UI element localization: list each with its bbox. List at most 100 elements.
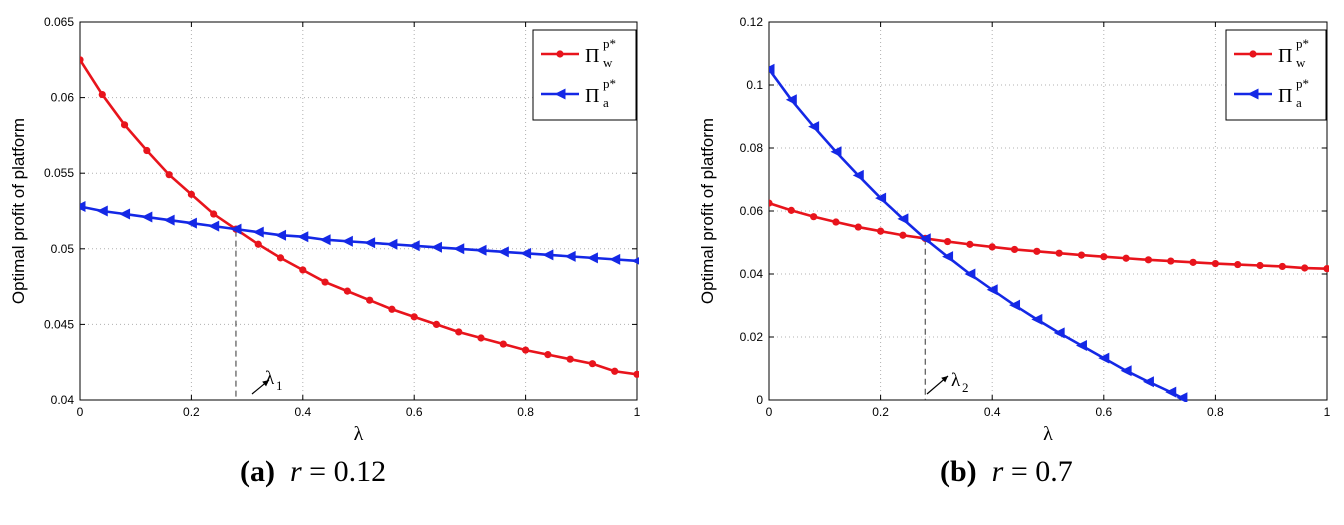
data-point-a bbox=[897, 213, 909, 225]
data-point-a bbox=[1031, 313, 1043, 325]
x-tick-label: 0.4 bbox=[294, 405, 311, 419]
data-point-w bbox=[787, 206, 795, 214]
data-point-w bbox=[343, 287, 351, 295]
data-point-w bbox=[1122, 254, 1130, 262]
series-a bbox=[80, 200, 639, 265]
x-tick-label: 0.2 bbox=[872, 405, 889, 419]
data-point-w bbox=[210, 210, 218, 218]
y-tick-label: 0.065 bbox=[44, 15, 74, 29]
data-point-w bbox=[366, 296, 374, 304]
legend-label-a: Π bbox=[1278, 85, 1292, 107]
data-point-w bbox=[477, 334, 485, 342]
y-tick-label: 0.12 bbox=[740, 15, 764, 29]
data-point-a bbox=[141, 211, 153, 223]
annotation-arrow-head bbox=[941, 376, 948, 383]
data-point-w bbox=[1211, 260, 1219, 268]
data-point-a bbox=[119, 208, 131, 220]
data-point-a bbox=[252, 226, 264, 238]
data-point-a bbox=[564, 250, 576, 262]
data-point-a bbox=[297, 231, 309, 243]
data-point-w bbox=[254, 240, 262, 248]
data-point-a bbox=[364, 237, 376, 249]
data-point-a bbox=[785, 94, 797, 106]
series-line-w bbox=[80, 59, 638, 376]
x-tick-label: 0.8 bbox=[1207, 405, 1224, 419]
data-point-w bbox=[1189, 258, 1197, 266]
data-point-w bbox=[1144, 256, 1153, 264]
legend-box bbox=[532, 29, 637, 121]
data-point-w bbox=[499, 340, 507, 348]
caption-a: (a) r = 0.12 bbox=[240, 455, 387, 488]
data-point-a bbox=[430, 241, 442, 253]
data-point-a bbox=[185, 217, 197, 229]
legend-label-sub-a: a bbox=[603, 95, 609, 110]
axes-box bbox=[79, 21, 638, 401]
data-point-a bbox=[1053, 327, 1065, 339]
axes-box bbox=[768, 21, 1328, 401]
legend-label-sub-w: w bbox=[603, 55, 613, 70]
y-axis-label: Optimal profit of platform bbox=[9, 118, 28, 304]
data-point-a bbox=[852, 169, 864, 181]
data-point-a bbox=[1075, 340, 1087, 352]
data-point-w bbox=[1167, 257, 1175, 265]
data-point-w bbox=[943, 237, 952, 246]
data-point-a bbox=[230, 223, 242, 235]
data-point-a bbox=[520, 247, 532, 259]
data-point-a bbox=[1165, 386, 1177, 398]
data-point-w bbox=[588, 360, 597, 368]
x-axis-label: λ bbox=[354, 423, 364, 445]
data-point-a bbox=[942, 251, 954, 263]
intersection-label: λ bbox=[951, 370, 961, 391]
data-point-w bbox=[299, 266, 307, 274]
legend-label-w: Π bbox=[1278, 45, 1292, 67]
data-point-w bbox=[611, 367, 619, 375]
data-point-a bbox=[808, 121, 820, 133]
series-line-w bbox=[769, 201, 1328, 270]
legend-label-sup-w: p* bbox=[603, 36, 616, 51]
data-point-w bbox=[1278, 262, 1286, 271]
data-point-a bbox=[919, 233, 931, 245]
data-point-a bbox=[96, 205, 108, 217]
y-axis-label: Optimal profit of platform bbox=[698, 118, 717, 304]
y-tick-label: 0.1 bbox=[746, 78, 763, 92]
data-point-w bbox=[832, 218, 840, 226]
data-point-a bbox=[453, 243, 465, 255]
data-point-w bbox=[98, 90, 106, 99]
y-tick-label: 0.02 bbox=[740, 330, 764, 344]
data-point-a bbox=[1098, 352, 1110, 364]
x-tick-label: 0.6 bbox=[406, 405, 423, 419]
data-point-w bbox=[544, 351, 552, 359]
data-point-w bbox=[1323, 265, 1329, 273]
data-point-a bbox=[986, 284, 998, 296]
x-tick-label: 0.8 bbox=[517, 405, 534, 419]
data-point-a bbox=[1176, 392, 1188, 402]
data-point-w bbox=[1055, 249, 1063, 257]
data-point-w bbox=[522, 346, 530, 354]
data-point-a bbox=[586, 252, 598, 264]
data-point-w bbox=[187, 190, 195, 198]
legend-label-sub-a: a bbox=[1296, 95, 1302, 110]
data-point-w bbox=[988, 243, 996, 251]
data-point-w bbox=[455, 328, 463, 336]
chart-a: 0 0.2 0.4 0.6 0.8 1 0.04 0.045 0.05 0.055 0.06 0.06… bbox=[9, 15, 641, 445]
data-point-w bbox=[165, 171, 173, 179]
intersection-label-subscript: 1 bbox=[276, 378, 283, 393]
data-point-w bbox=[633, 370, 639, 378]
data-point-w bbox=[1010, 245, 1019, 254]
legend-label-sup-w: p* bbox=[1296, 36, 1309, 51]
y-tick-label: 0.04 bbox=[51, 393, 75, 407]
data-point-w bbox=[566, 355, 574, 363]
data-point-w bbox=[1033, 247, 1041, 255]
legend-marker-w bbox=[556, 50, 564, 58]
legend-label-sub-w: w bbox=[1296, 55, 1306, 70]
data-point-w bbox=[1077, 251, 1086, 259]
data-point-a bbox=[609, 253, 621, 265]
data-point-a bbox=[830, 146, 842, 158]
y-tick-label: 0.06 bbox=[51, 91, 75, 105]
data-point-w bbox=[1256, 261, 1264, 270]
intersection-label-subscript: 2 bbox=[962, 380, 969, 395]
data-point-a bbox=[1009, 299, 1021, 311]
y-tick-label: 0.055 bbox=[44, 166, 74, 180]
y-tick-label: 0.08 bbox=[740, 141, 764, 155]
